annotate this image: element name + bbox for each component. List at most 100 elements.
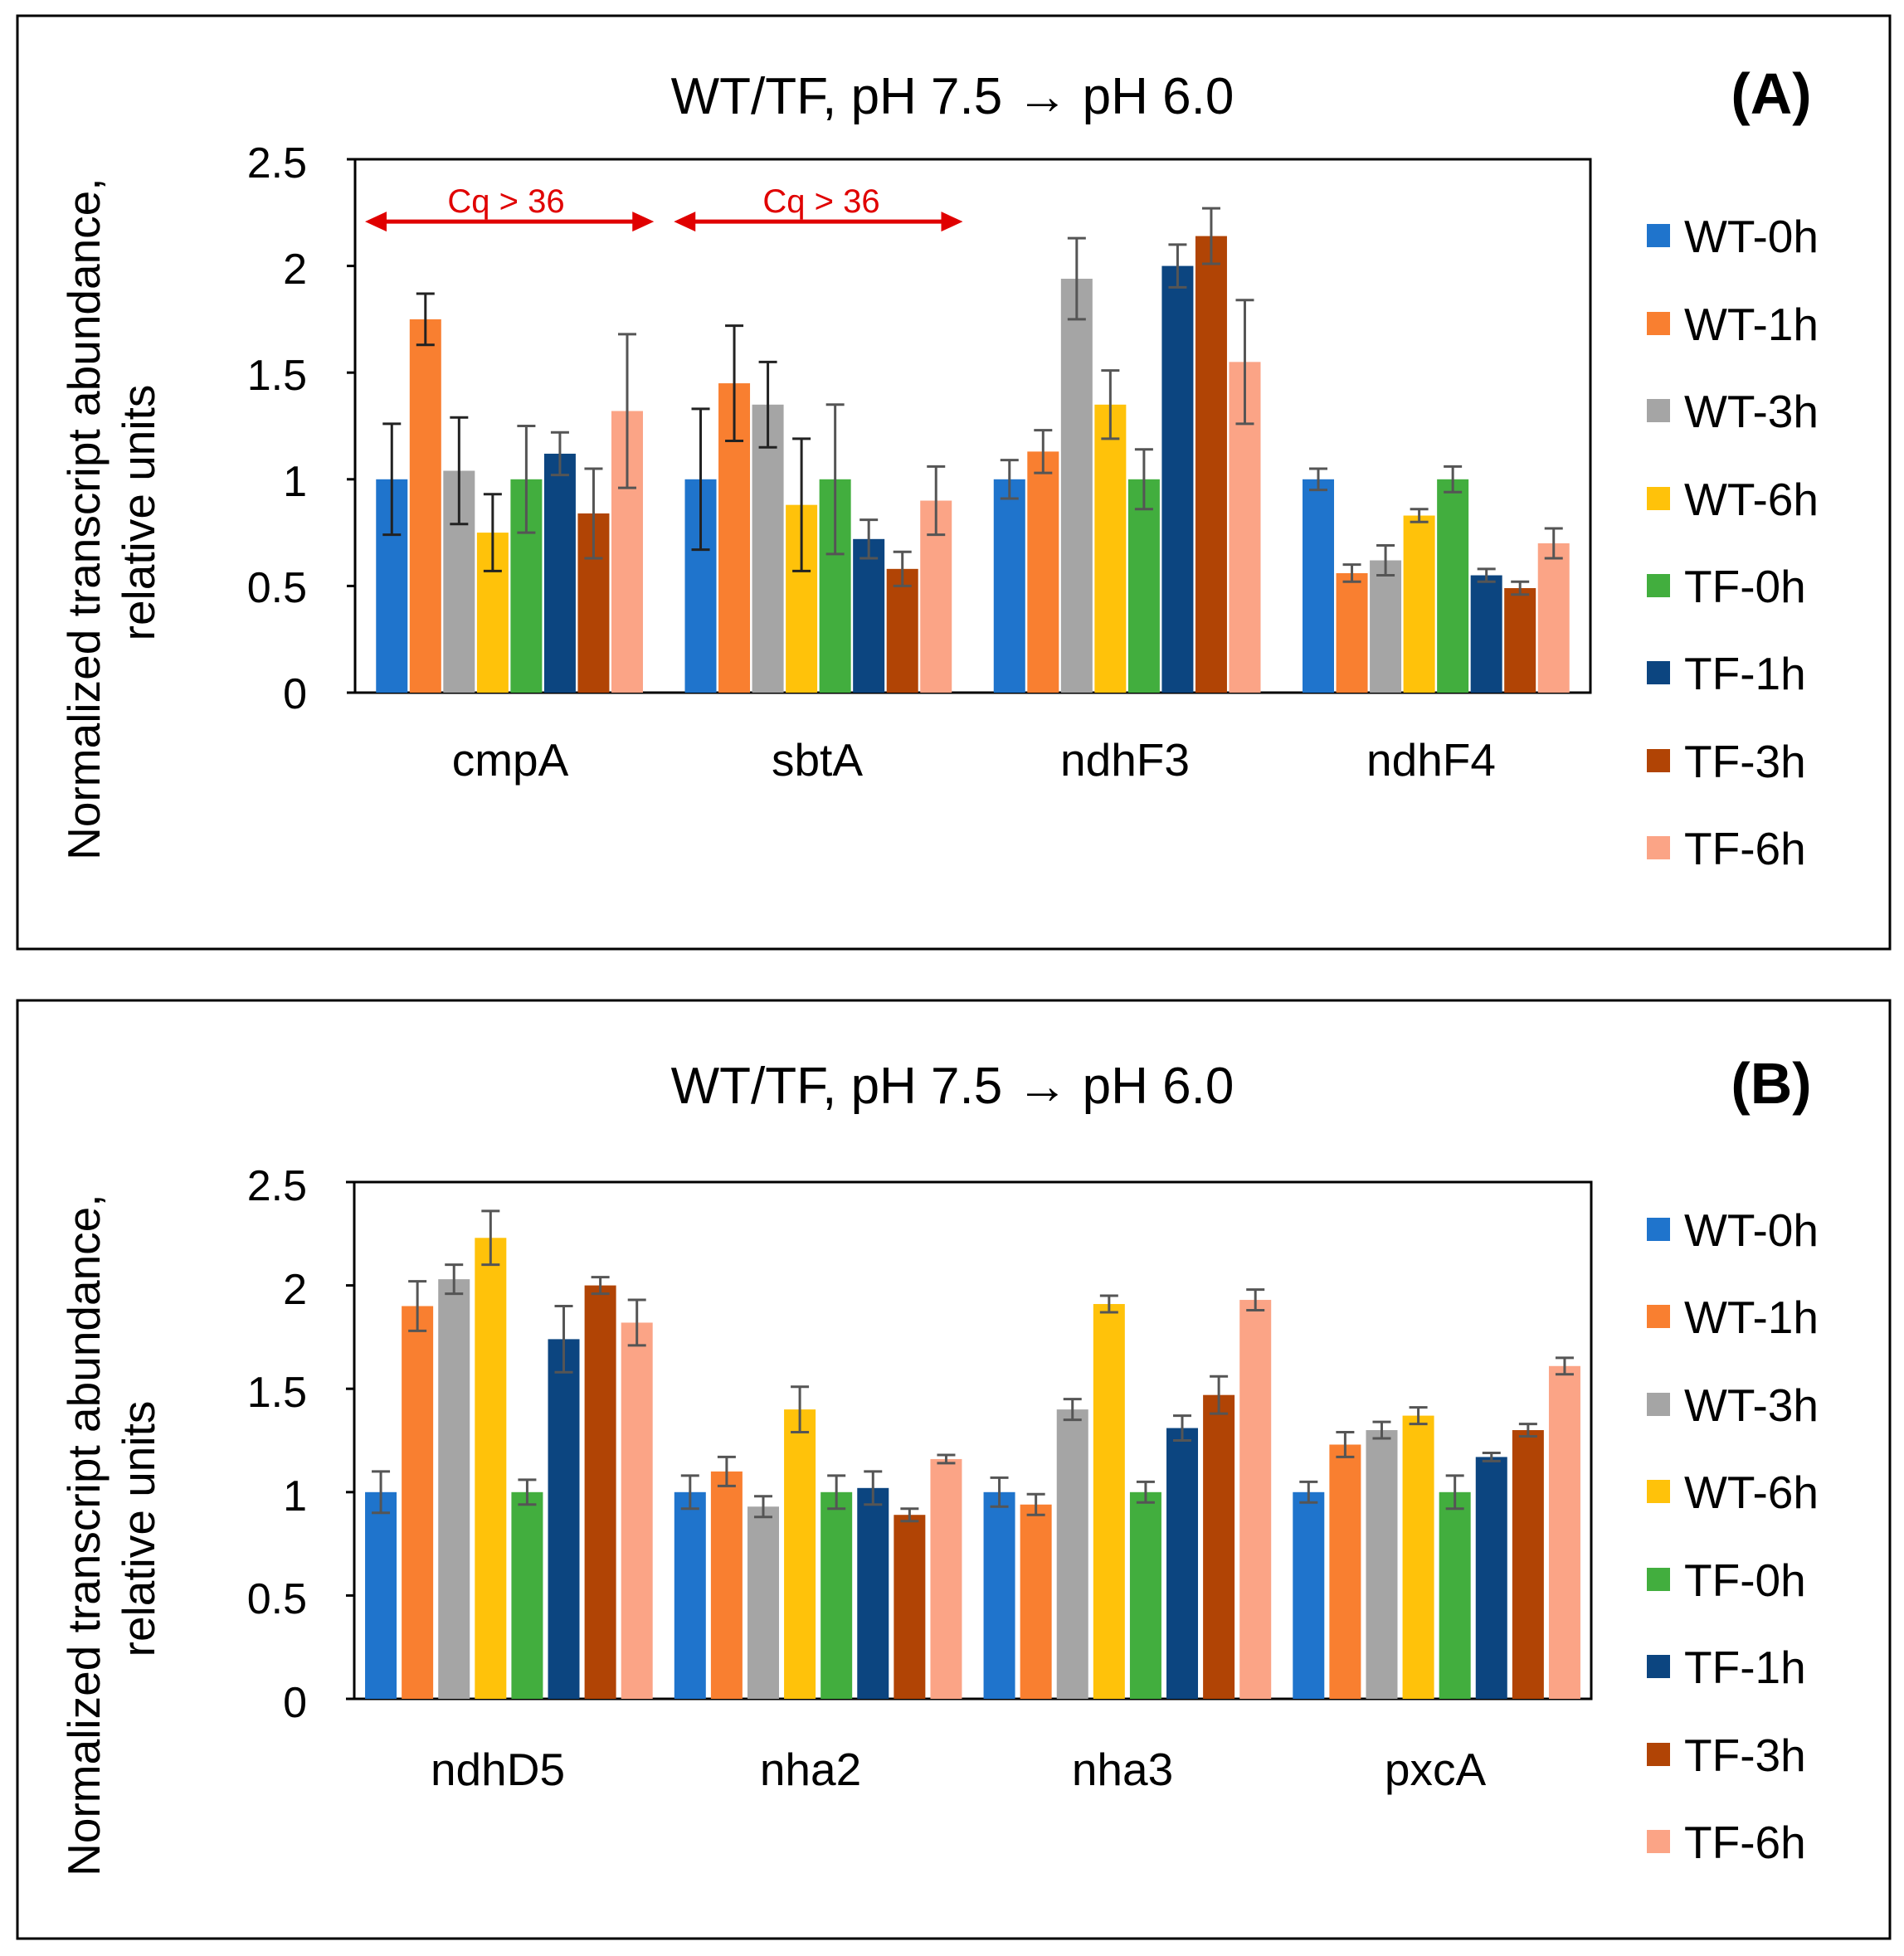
- bar: [1437, 479, 1469, 693]
- bar: [1127, 479, 1160, 693]
- annotation-arrowhead: [941, 212, 963, 232]
- bar: [365, 1491, 397, 1699]
- bar: [857, 1487, 889, 1699]
- bar: [853, 538, 885, 693]
- bar: [886, 568, 918, 693]
- y-tick-label: 2: [283, 246, 307, 294]
- annotation-arrowhead: [674, 212, 696, 232]
- bar: [1504, 587, 1536, 693]
- panel-a-ylabel: Normalized transcript abundance, relativ…: [58, 165, 164, 860]
- legend-swatch: [1647, 836, 1670, 859]
- panel-a-legend: WT-0h WT-1h WT-3h WT-6h TF-0h TF-1h TF-3…: [1647, 211, 1819, 874]
- bar: [1166, 1428, 1199, 1699]
- legend-label: WT-1h: [1684, 299, 1819, 350]
- bar: [1303, 479, 1335, 693]
- category-label: ndhF4: [1366, 734, 1496, 786]
- bar: [1093, 1304, 1125, 1699]
- legend-swatch: [1647, 1655, 1670, 1678]
- annotation-cq-sbtA: Cq > 36: [762, 183, 879, 220]
- bar: [1129, 1491, 1161, 1699]
- legend-label: TF-1h: [1684, 1642, 1806, 1693]
- category-label: cmpA: [452, 734, 569, 786]
- annotation-cq-cmpA: Cq > 36: [447, 183, 564, 220]
- category-label: ndhF3: [1060, 734, 1190, 786]
- legend-swatch: [1647, 661, 1670, 684]
- bar: [1329, 1444, 1361, 1699]
- legend-swatch: [1647, 1568, 1670, 1591]
- bar: [821, 1491, 853, 1699]
- plot-frame: [353, 158, 1592, 694]
- legend-label: WT-6h: [1684, 474, 1819, 525]
- legend-swatch: [1647, 487, 1670, 510]
- y-tick-label: 0.5: [247, 564, 307, 612]
- bar: [710, 1471, 743, 1699]
- bar: [1366, 1430, 1398, 1699]
- bar: [1439, 1491, 1471, 1699]
- bar: [543, 453, 576, 693]
- bar: [1370, 560, 1402, 693]
- legend-label: WT-3h: [1684, 386, 1819, 437]
- plot-frame: [353, 1180, 1593, 1701]
- bar: [584, 1285, 616, 1699]
- bar: [1027, 451, 1059, 693]
- bar: [993, 479, 1025, 693]
- category-label: nha3: [1072, 1744, 1173, 1795]
- panel-a-plot: [347, 158, 1592, 694]
- y-tick-label: 2.5: [247, 139, 307, 187]
- category-label: pxcA: [1385, 1744, 1487, 1795]
- bar: [1470, 575, 1502, 693]
- y-tick-label: 0: [283, 670, 307, 718]
- panel-b-plot: [346, 1180, 1593, 1701]
- legend-label: TF-3h: [1684, 1730, 1806, 1781]
- bar: [1161, 265, 1194, 693]
- y-tick-label: 0: [283, 1679, 307, 1727]
- legend-swatch: [1647, 1480, 1670, 1503]
- bar: [1203, 1394, 1235, 1699]
- panel-b-ylabel-line1: Normalized transcript abundance,: [58, 1194, 110, 1876]
- bar: [752, 404, 784, 693]
- legend-label: WT-6h: [1684, 1467, 1819, 1518]
- bar: [1548, 1365, 1580, 1699]
- bar: [1195, 236, 1227, 693]
- legend-swatch: [1647, 399, 1670, 422]
- annotation-arrowhead: [365, 212, 387, 232]
- bar: [747, 1506, 779, 1699]
- bar: [621, 1322, 653, 1699]
- legend-swatch: [1647, 1830, 1670, 1853]
- bar: [1239, 1300, 1272, 1699]
- legend-swatch: [1647, 312, 1670, 335]
- panel-a-frame: [16, 14, 1892, 951]
- bar: [409, 319, 441, 693]
- bar: [475, 1238, 507, 1699]
- bar: [402, 1306, 434, 1699]
- bar: [438, 1279, 470, 1699]
- legend-label: TF-0h: [1684, 1555, 1806, 1606]
- panel-b-ylabel: Normalized transcript abundance, relativ…: [58, 1181, 164, 1876]
- legend-label: WT-0h: [1684, 211, 1819, 262]
- bar: [894, 1515, 926, 1699]
- legend-label: TF-6h: [1684, 1817, 1806, 1868]
- bar: [548, 1339, 580, 1699]
- bar: [1512, 1430, 1544, 1699]
- legend-swatch: [1647, 1218, 1670, 1241]
- bar: [1402, 1415, 1434, 1699]
- legend-label: TF-3h: [1684, 736, 1806, 787]
- category-label: ndhD5: [431, 1744, 565, 1795]
- bar: [983, 1491, 1015, 1699]
- bar: [930, 1458, 962, 1699]
- legend-label: TF-0h: [1684, 561, 1806, 612]
- legend-swatch: [1647, 224, 1670, 247]
- y-tick-label: 1: [283, 1472, 307, 1521]
- y-tick-label: 1: [283, 458, 307, 506]
- panel-a-ylabel-line2: relative units: [113, 385, 164, 641]
- bar: [784, 1409, 816, 1699]
- panel-b-ylabel-line2: relative units: [113, 1401, 164, 1657]
- bar: [1056, 1409, 1088, 1699]
- panel-a-category-labels: cmpA sbtA ndhF3 ndhF4: [452, 734, 1496, 786]
- bar: [1060, 279, 1093, 693]
- bar: [511, 1491, 543, 1699]
- bar: [1537, 543, 1570, 693]
- y-tick-label: 0.5: [247, 1575, 307, 1623]
- panel-a-yticks: 0 0.5 1 1.5 2 2.5: [247, 139, 307, 718]
